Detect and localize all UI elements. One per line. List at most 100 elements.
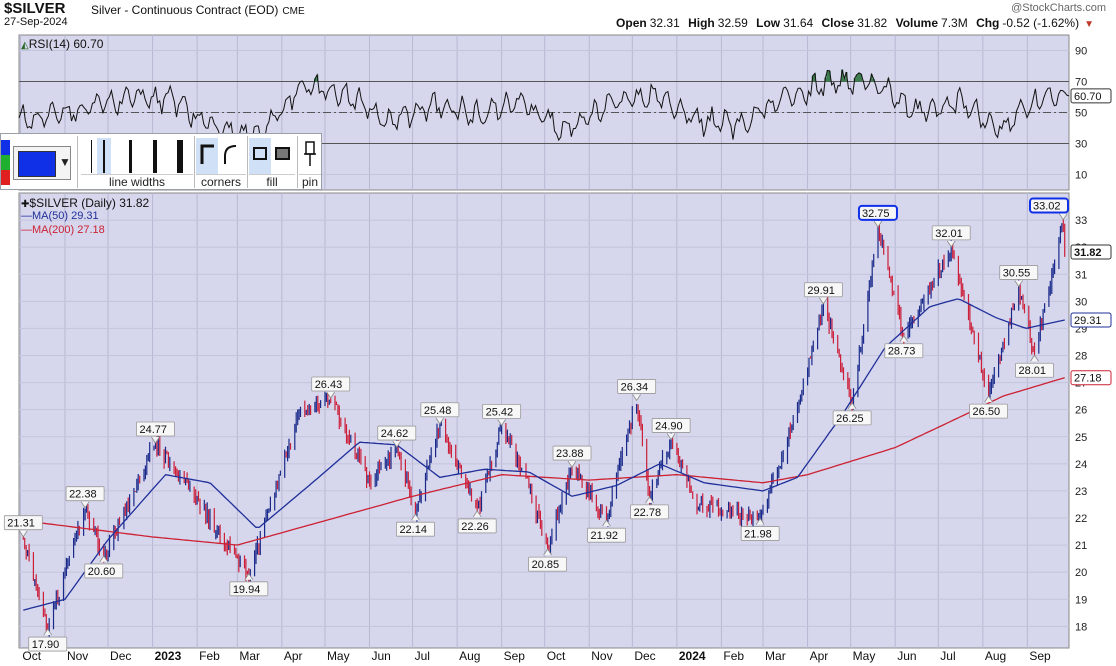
annotation-label: 33.02 bbox=[1033, 201, 1061, 213]
toolbar-divider bbox=[194, 136, 195, 188]
selected-color-swatch bbox=[18, 151, 56, 177]
close-last-value-box bbox=[1070, 244, 1112, 260]
annotation-label: 30.55 bbox=[1003, 267, 1031, 279]
price-annotation: 32.01 bbox=[931, 225, 971, 248]
annotation-label: 26.50 bbox=[973, 406, 1001, 418]
x-tick-label: Apr bbox=[810, 649, 829, 663]
annotation-pointer bbox=[602, 519, 611, 527]
low-label: Low bbox=[756, 16, 781, 30]
swatch-blue[interactable] bbox=[1, 140, 10, 155]
line-width-4-button[interactable] bbox=[153, 140, 157, 173]
annotation-pointer bbox=[497, 419, 506, 427]
annotation-label: 26.43 bbox=[315, 379, 343, 391]
swatch-green[interactable] bbox=[1, 155, 10, 170]
no-fill-icon[interactable] bbox=[253, 147, 267, 160]
ohlc-summary: Open 32.31 High 32.59 Low 31.64 Close 31.82 … bbox=[616, 16, 1094, 30]
annotation-box bbox=[999, 265, 1039, 280]
price-annotation: 29.91 bbox=[803, 282, 843, 305]
price-y-tick-label: 23 bbox=[1075, 486, 1087, 498]
pin-icon[interactable] bbox=[299, 136, 321, 172]
ma200-last-value-box bbox=[1070, 370, 1112, 386]
annotation-box bbox=[740, 526, 780, 541]
ticker-title: $SILVER bbox=[4, 0, 65, 17]
annotation-pointer bbox=[819, 297, 828, 305]
solid-fill-icon[interactable] bbox=[275, 147, 290, 160]
line-widths-caption: line widths bbox=[81, 174, 193, 189]
high-value: 32.59 bbox=[717, 16, 748, 30]
price-annotation: 24.62 bbox=[377, 425, 417, 448]
x-tick-label: May bbox=[327, 649, 350, 663]
chart-subtitle: Silver - Continuous Contract (EOD) CME bbox=[91, 3, 305, 17]
line-width-3-button[interactable] bbox=[129, 140, 132, 173]
x-tick-label: Nov bbox=[591, 649, 612, 663]
annotation-label: 20.60 bbox=[88, 566, 116, 578]
x-tick-label: Oct bbox=[22, 649, 41, 663]
square-corner-icon[interactable] bbox=[200, 144, 214, 164]
price-annotation: 23.88 bbox=[552, 445, 592, 468]
price-annotation: 26.43 bbox=[311, 376, 351, 399]
annotation-box bbox=[482, 403, 522, 419]
x-tick-label: Jul bbox=[415, 649, 430, 663]
annotation-box bbox=[552, 445, 592, 461]
annotation-toolbar: ▼ line widths corners fill pi bbox=[0, 133, 322, 190]
x-tick-label: Jul bbox=[940, 649, 955, 663]
annotation-pointer bbox=[567, 460, 577, 468]
rsi-y-tick-label: 70 bbox=[1075, 77, 1087, 89]
price-annotation: 32.75 bbox=[857, 204, 898, 228]
annotation-label: 24.90 bbox=[655, 420, 683, 432]
price-annotation: 22.14 bbox=[396, 513, 435, 537]
annotation-label: 32.01 bbox=[935, 228, 963, 240]
annotation-box bbox=[136, 421, 175, 437]
annotation-label: 28.01 bbox=[1019, 365, 1047, 377]
down-arrow-icon: ▼ bbox=[1084, 19, 1094, 30]
annotation-label: 23.88 bbox=[556, 448, 584, 460]
close-value: 31.82 bbox=[857, 16, 888, 30]
annotation-box bbox=[528, 556, 567, 572]
annotation-box bbox=[803, 282, 843, 298]
annotation-label: 20.85 bbox=[532, 559, 560, 571]
annotation-box bbox=[65, 486, 105, 502]
color-picker-dropdown[interactable]: ▼ bbox=[13, 146, 71, 180]
rsi-legend: ◭RSI(14) 60.70 bbox=[21, 37, 103, 51]
exchange-label: CME bbox=[282, 6, 305, 17]
volume-label: Volume bbox=[895, 16, 939, 30]
price-y-tick-label: 19 bbox=[1075, 594, 1087, 606]
price-y-tick-label: 18 bbox=[1075, 621, 1087, 633]
line-width-1-button[interactable] bbox=[91, 140, 92, 173]
ma200-swatch-icon: — bbox=[21, 224, 32, 236]
annotation-box bbox=[630, 504, 669, 520]
price-annotation: 28.73 bbox=[884, 335, 924, 359]
ma50-legend: —MA(50) 29.31 bbox=[21, 210, 99, 222]
pin-group: pin bbox=[299, 136, 321, 189]
annotation-pointer bbox=[411, 513, 420, 521]
corners-caption: corners bbox=[196, 174, 246, 189]
annotation-pointer bbox=[80, 501, 90, 509]
annotation-pointer bbox=[666, 433, 676, 441]
rsi-line bbox=[18, 69, 1070, 151]
annotation-box bbox=[857, 204, 898, 221]
line-width-2-button[interactable] bbox=[103, 140, 105, 173]
price-annotation: 22.78 bbox=[630, 496, 669, 520]
annotation-pointer bbox=[873, 220, 883, 228]
ma50-last-value-box bbox=[1070, 312, 1112, 328]
price-annotation: 20.60 bbox=[84, 555, 124, 579]
swatch-red[interactable] bbox=[1, 170, 10, 185]
rsi-last-value-box bbox=[1070, 88, 1112, 104]
annotation-box bbox=[931, 225, 971, 241]
price-annotation: 26.50 bbox=[969, 395, 1008, 419]
annotation-label: 24.77 bbox=[139, 424, 167, 436]
price-y-tick-label: 20 bbox=[1075, 567, 1087, 579]
round-corner-icon[interactable] bbox=[224, 145, 237, 164]
annotation-box bbox=[311, 376, 351, 392]
annotation-pointer bbox=[1030, 354, 1039, 362]
x-tick-label: Mar bbox=[765, 649, 786, 663]
x-tick-label: Apr bbox=[284, 649, 303, 663]
price-y-tick-label: 26 bbox=[1075, 405, 1087, 417]
line-width-5-button[interactable] bbox=[177, 140, 183, 173]
annotation-pointer bbox=[99, 555, 109, 563]
annotation-pointer bbox=[899, 335, 909, 342]
x-tick-label: May bbox=[853, 649, 876, 663]
rsi-last-value-label: 60.70 bbox=[1074, 91, 1102, 103]
corners-group: corners bbox=[196, 136, 246, 189]
